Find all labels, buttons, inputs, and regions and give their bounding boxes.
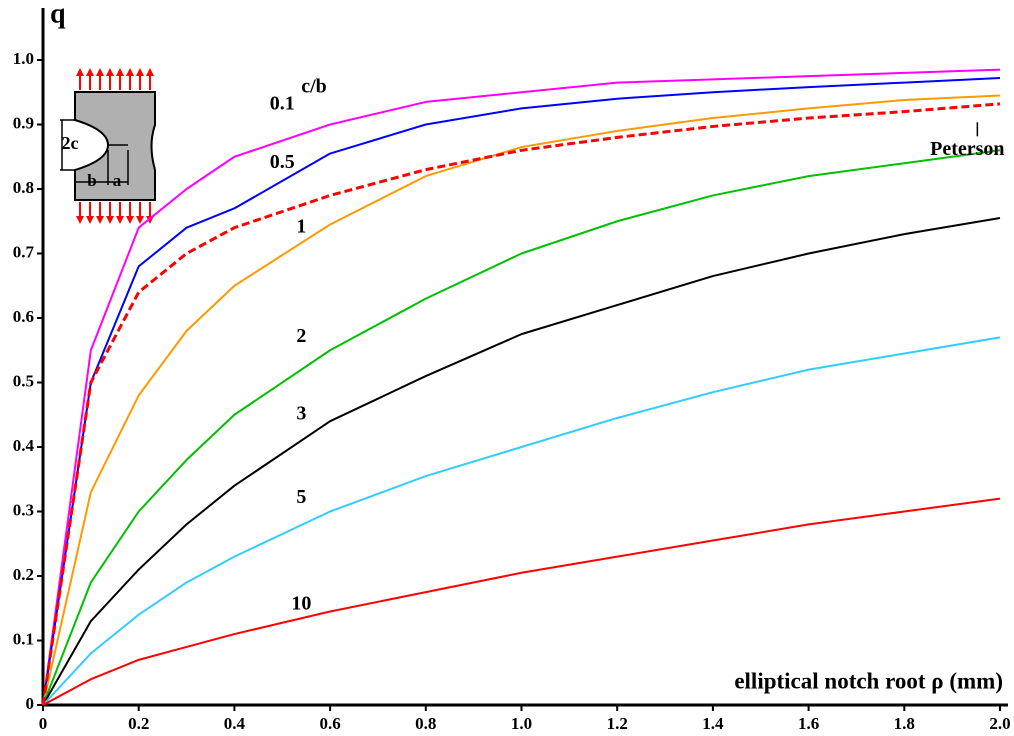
curve-label: 5 (296, 486, 306, 508)
series-line (42, 94, 1001, 706)
y-tick-label: 0.6 (13, 307, 34, 326)
curve-label: 0.1 (270, 93, 295, 115)
y-tick-label: 0.9 (13, 113, 34, 132)
curve-label: 1 (296, 215, 306, 237)
y-tick-label: 0.5 (13, 371, 34, 390)
series-line (42, 497, 1001, 706)
series-line (41, 102, 1001, 706)
curve-label: 0.5 (270, 151, 295, 173)
x-tick-label: 2.0 (989, 714, 1010, 733)
x-tick-label: 0.2 (128, 714, 149, 733)
x-tick-label: 0.8 (415, 714, 436, 733)
inset-label: 2c (62, 133, 79, 153)
y-tick-label: 0.3 (13, 500, 34, 519)
x-tick-label: 0.4 (224, 714, 246, 733)
series-line (42, 77, 1001, 706)
inset-label: a (113, 171, 122, 190)
inset-diagram: 2c b a (60, 68, 156, 224)
y-tick-label: 0 (26, 694, 35, 713)
y-tick-label: 0.8 (13, 178, 34, 197)
y-tick-label: 0.2 (13, 565, 34, 584)
series-line (42, 336, 1001, 706)
x-tick-label: 1.6 (798, 714, 819, 733)
x-tick-label: 1.0 (511, 714, 532, 733)
y-tick-label: 1.0 (13, 49, 34, 68)
curve-label: 2 (296, 325, 306, 347)
y-tick-label: 0.7 (13, 242, 35, 261)
curve-label: 10 (291, 593, 311, 615)
legend-title: c/b (301, 76, 327, 98)
curve-label: Peterson (930, 138, 1004, 160)
x-tick-label: 1.2 (607, 714, 628, 733)
y-tick-label: 0.4 (13, 436, 35, 455)
y-axis-label: q (50, 0, 66, 29)
series-line (42, 217, 1001, 706)
x-tick-label: 0.6 (319, 714, 340, 733)
series-line (42, 149, 1001, 706)
y-tick-label: 0.1 (13, 629, 34, 648)
series-line (42, 68, 1001, 706)
x-tick-label: 0 (39, 714, 48, 733)
x-tick-label: 1.4 (702, 714, 724, 733)
x-tick-label: 1.8 (894, 714, 915, 733)
curve-label: 3 (296, 402, 306, 424)
inset-label: b (87, 171, 96, 190)
x-axis-label: elliptical notch root ρ (mm) (734, 668, 1003, 693)
